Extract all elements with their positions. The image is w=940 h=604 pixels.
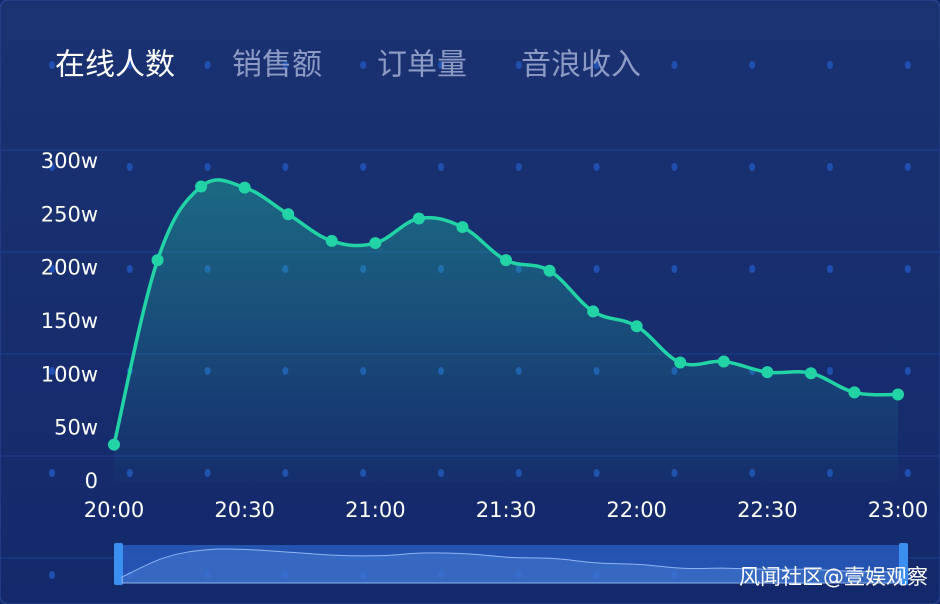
data-point — [282, 208, 295, 221]
slider-handle[interactable] — [899, 543, 908, 585]
slider-track[interactable] — [118, 545, 904, 583]
data-point — [892, 388, 904, 401]
line-area — [114, 179, 898, 483]
watermark: 风闻社区@壹娱观察 — [739, 565, 928, 589]
tab-bar: 在线人数 销售额 订单量 音浪收入 — [55, 48, 641, 83]
data-point — [587, 305, 600, 318]
y-tick-label: 150w — [41, 309, 98, 333]
x-tick-label: 22:00 — [606, 498, 667, 522]
slider-handle[interactable] — [114, 543, 123, 585]
slider-preview — [121, 548, 900, 584]
data-point — [761, 366, 774, 379]
x-tick-label: 21:30 — [476, 498, 537, 522]
y-tick-label: 250w — [41, 202, 98, 226]
data-point — [412, 212, 425, 225]
data-point — [674, 356, 687, 369]
x-tick-label: 20:00 — [84, 498, 145, 522]
data-point — [151, 254, 164, 267]
data-point — [630, 320, 643, 333]
x-tick-label: 21:00 — [345, 498, 406, 522]
tab[interactable]: 在线人数 — [55, 48, 175, 83]
zoom-slider[interactable] — [114, 543, 908, 585]
tab[interactable]: 音浪收入 — [521, 48, 641, 83]
data-point — [717, 355, 730, 368]
y-tick-label: 100w — [41, 362, 98, 386]
y-tick-label: 300w — [41, 149, 98, 173]
data-point — [456, 221, 469, 234]
data-point — [325, 234, 338, 247]
data-point — [500, 254, 512, 267]
data-point — [108, 438, 120, 451]
chart: 0 50w 100w 150w 200w 250w 300w 20:00 20:30 21:00 2… — [41, 149, 929, 522]
tab[interactable]: 销售额 — [232, 48, 322, 83]
data-point — [543, 264, 556, 277]
data-point — [804, 367, 817, 380]
y-tick-label: 0 — [85, 469, 98, 493]
tab[interactable]: 订单量 — [377, 48, 467, 83]
x-tick-label: 22:30 — [737, 498, 798, 522]
y-tick-label: 200w — [41, 256, 98, 280]
y-tick-label: 50w — [54, 416, 98, 440]
x-tick-label: 23:00 — [868, 498, 929, 522]
data-point — [238, 181, 251, 194]
x-tick-label: 20:30 — [214, 498, 275, 522]
data-point — [369, 237, 382, 250]
data-point — [195, 180, 208, 193]
data-point — [848, 386, 861, 399]
